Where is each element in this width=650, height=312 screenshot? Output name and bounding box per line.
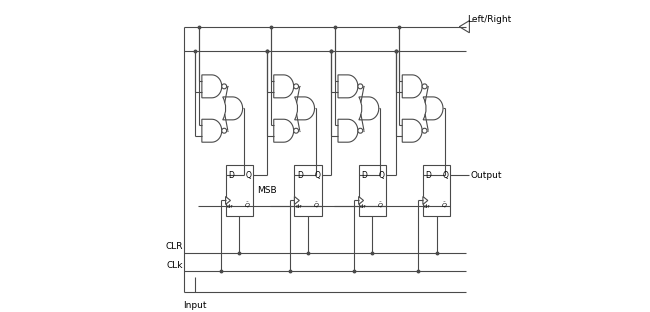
Bar (423, 165, 450, 216)
PathPatch shape (423, 97, 443, 120)
Bar (294, 165, 322, 216)
Text: Q: Q (246, 171, 252, 180)
Polygon shape (226, 197, 231, 204)
PathPatch shape (294, 97, 315, 120)
Bar (359, 165, 386, 216)
Polygon shape (294, 197, 299, 204)
Circle shape (294, 84, 298, 89)
Circle shape (294, 128, 298, 133)
PathPatch shape (202, 119, 222, 142)
Polygon shape (460, 21, 469, 33)
Text: clr: clr (360, 204, 367, 209)
Text: Q: Q (315, 171, 320, 180)
PathPatch shape (338, 75, 358, 98)
Circle shape (222, 128, 227, 133)
Text: Left/Right: Left/Right (467, 15, 512, 24)
Text: clr: clr (227, 204, 233, 209)
Text: D: D (297, 171, 303, 180)
Text: Q: Q (443, 171, 448, 180)
Circle shape (358, 84, 363, 89)
Text: Output: Output (471, 171, 502, 180)
Text: Input: Input (183, 301, 206, 310)
Text: D: D (361, 171, 367, 180)
Polygon shape (423, 197, 428, 204)
Circle shape (422, 128, 427, 133)
PathPatch shape (274, 75, 294, 98)
Text: CLk: CLk (166, 261, 183, 270)
PathPatch shape (274, 119, 294, 142)
Text: Q: Q (378, 171, 384, 180)
PathPatch shape (402, 119, 422, 142)
PathPatch shape (359, 97, 379, 120)
Text: D: D (425, 171, 431, 180)
Text: $\bar{Q}$: $\bar{Q}$ (377, 201, 384, 210)
PathPatch shape (223, 97, 242, 120)
Text: MSB: MSB (257, 186, 276, 195)
Circle shape (422, 84, 427, 89)
PathPatch shape (338, 119, 358, 142)
PathPatch shape (202, 75, 222, 98)
PathPatch shape (402, 75, 422, 98)
Text: D: D (228, 171, 234, 180)
Circle shape (222, 84, 227, 89)
Text: $\bar{Q}$: $\bar{Q}$ (244, 201, 251, 210)
Text: clr: clr (424, 204, 431, 209)
Text: $\bar{Q}$: $\bar{Q}$ (313, 201, 319, 210)
Text: clr: clr (296, 204, 302, 209)
Bar (226, 165, 253, 216)
Circle shape (358, 128, 363, 133)
Polygon shape (359, 197, 363, 204)
Text: CLR: CLR (165, 242, 183, 251)
Text: $\bar{Q}$: $\bar{Q}$ (441, 201, 448, 210)
